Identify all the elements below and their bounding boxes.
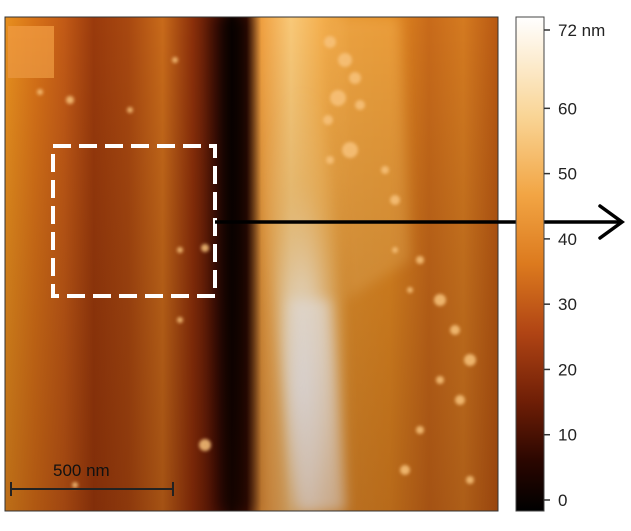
colorbar-tick-label: 0 — [558, 491, 567, 510]
colorbar-tick-label: 40 — [558, 230, 577, 249]
arrow — [215, 204, 625, 240]
image-frame — [4, 16, 499, 512]
colorbar-tick-label: 60 — [558, 99, 577, 118]
afm-topography-image — [5, 17, 498, 511]
colorbar-tick-label: 50 — [558, 165, 577, 184]
scale-bar: 500 nm — [10, 461, 174, 496]
colorbar-tick-label: 10 — [558, 426, 577, 445]
colorbar-gradient — [515, 16, 545, 512]
colorbar-tick-label: 20 — [558, 360, 577, 379]
colorbar-tick-label: 30 — [558, 295, 577, 314]
colorbar-ticks: 60 50 40 30 20 10 0 — [544, 99, 577, 510]
surface-particles — [37, 36, 476, 488]
arrow-head-icon — [598, 204, 625, 240]
scale-bar-label: 500 nm — [53, 461, 110, 480]
colorbar: 60 50 40 30 20 10 0 72 nm — [515, 16, 605, 512]
colorbar-max-label: 72 nm — [558, 21, 605, 40]
